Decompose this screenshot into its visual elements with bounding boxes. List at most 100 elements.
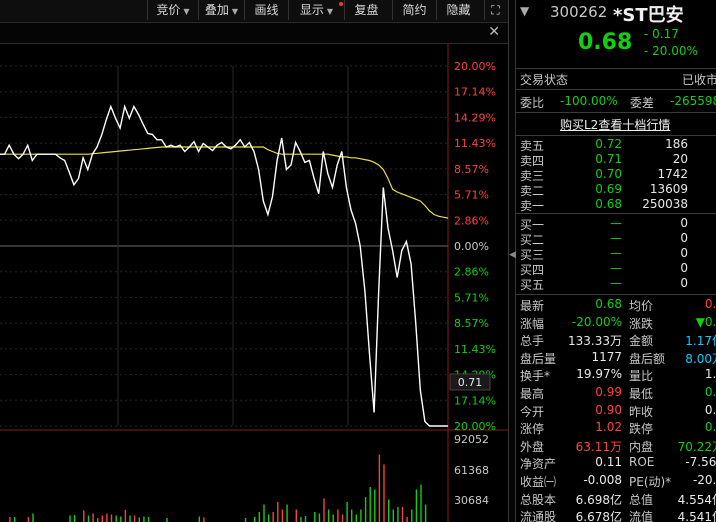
stats-label: 流通股 [520,510,557,522]
percent-tick-label: 8.57% [454,163,489,176]
volume-bar [147,517,150,522]
volume-bar [318,513,321,522]
stats-value: 0.8 [704,297,716,311]
intraday-chart[interactable]: 20.00% 17.14% 14.29% 11.43% 8.57% 5.71% 2.86% 0… [0,44,508,522]
bids-price: — [610,276,622,290]
caret-down-icon: ▼ [183,7,190,16]
bids-price: — [610,246,622,260]
draw-label: 画线 [254,3,279,17]
stats-label: 总值 [629,492,654,507]
bids-row[interactable]: 买四 — 0 [516,261,716,277]
overlay-dropdown-button[interactable]: 叠加 ▼ [198,0,244,20]
asks-row[interactable]: 卖四 0.71 20 [516,152,716,168]
volume-bar [244,518,247,522]
draw-line-button[interactable]: 画线 [244,0,288,20]
stats-label: 均价 [629,299,654,313]
stats-row: 盘后量 1177 盘后额 8.00万 [516,350,716,368]
l2-purchase-link[interactable]: 购买L2查看十档行情 [560,118,671,132]
simplify-button[interactable]: 简约 [392,0,436,20]
asks-volume: 186 [665,137,688,151]
bids-row[interactable]: 买二 — 0 [516,231,716,247]
percent-tick-label: 8.57% [454,317,489,330]
percent-tick-label: 17.14% [454,394,496,407]
volume-axis: 92052 61368 30684 [454,433,489,507]
divider-line [516,213,716,214]
expand-icon[interactable]: ⛶ [484,0,506,20]
stats-value: 0.6 [704,385,716,399]
asks-row[interactable]: 卖五 0.72 186 [516,137,716,153]
volume-bar [9,517,11,522]
percent-tick-label: 11.43% [454,137,496,150]
volume-bar [138,517,140,522]
bids-volume: 0 [680,261,688,275]
price-change-pct: - 20.00% [644,44,698,58]
volume-bar [87,515,90,522]
stats-label: 总手 [520,334,545,349]
stats-label: PE(动)* [629,475,672,489]
stats-row: 收益㈠ -0.008 PE(动)* -20.7 [516,473,716,491]
asks-volume: 13609 [649,182,688,196]
stats-value: 19.97% [576,367,622,382]
stats-label: 最低 [629,387,654,401]
volume-bars [9,454,427,522]
volume-bar [32,513,34,522]
stats-value: 6.678亿 [575,510,622,522]
replay-button[interactable]: 复盘 [344,0,388,20]
bids-volume: 0 [680,216,688,230]
volume-tick-label: 30684 [454,494,489,507]
stats-value: -7.562 [685,455,716,470]
bids-row[interactable]: 买一 — 0 [516,216,716,232]
stats-label: 盘后额 [629,351,666,366]
bids-level-label: 买五 [520,278,545,292]
stats-label: 总股本 [520,492,557,507]
panel-divider[interactable] [508,0,516,522]
hide-label: 隐藏 [446,3,471,17]
stats-row: 最高 0.99 最低 0.6 [516,385,716,403]
asks-row[interactable]: 卖三 0.70 1742 [516,167,716,183]
stats-value: -0.008 [583,473,622,487]
bids-level-label: 买一 [520,218,545,232]
caret-down-icon: ▼ [231,7,239,16]
volume-bar [267,514,270,522]
volume-bar [281,509,284,522]
bids-price: — [610,231,622,245]
stats-value: 0.68 [595,297,622,311]
volume-bar [327,509,330,522]
volume-bar [73,515,76,522]
volume-bar [106,513,108,522]
volume-bar [341,514,344,522]
stats-label: 今开 [520,404,545,419]
bid-dropdown-button[interactable]: 竞价 ▼ [147,0,198,20]
bids-row[interactable]: 买五 — 0 [516,276,716,292]
asks-price: 0.69 [595,182,622,196]
volume-bar [383,464,385,522]
chart-subheader: ✕ [0,22,508,44]
stats-label: 内盘 [629,439,654,454]
volume-bar [277,502,279,522]
stats-label: 涨停 [520,422,545,437]
close-icon[interactable]: ✕ [488,24,500,40]
bids-price: — [610,216,622,230]
volume-bar [424,504,427,522]
stats-value: 1.3 [704,367,716,382]
display-dropdown-button[interactable]: 显示 ▼ [288,0,344,20]
stats-value: 4.541亿 [677,510,716,522]
asks-row[interactable]: 卖二 0.69 13609 [516,182,716,198]
asks-level-label: 卖三 [520,169,545,183]
volume-bar [254,517,256,522]
stats-value: 0.8 [704,402,716,417]
volume-bar [129,515,131,522]
volume-bar [198,516,200,522]
stats-value: 133.33万 [568,334,622,349]
collapse-arrow-icon[interactable]: ◀ [509,250,516,260]
bids-row[interactable]: 买三 — 0 [516,246,716,262]
volume-bar [374,489,376,522]
volume-bar [101,515,103,522]
stats-row: 今开 0.90 昨收 0.8 [516,403,716,421]
asks-row[interactable]: 卖一 0.68 250038 [516,197,716,213]
caret-down-icon: ▼ [326,7,334,16]
asks-level-label: 卖五 [520,139,545,153]
hide-button[interactable]: 隐藏 [436,0,480,20]
dropdown-arrow-icon[interactable]: ▼ [520,4,530,18]
